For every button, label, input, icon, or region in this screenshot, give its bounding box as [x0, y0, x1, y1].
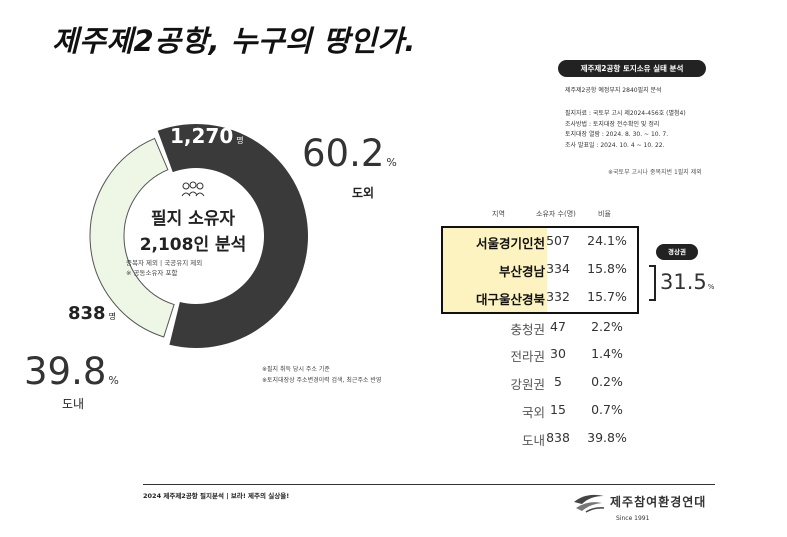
center-note: 중복자 제외 | 국공유지 제외 ※ 공동소유자 포함 [126, 258, 276, 278]
table-row: 국외 15 0.7% [441, 402, 641, 423]
donut-segment-inside [89, 137, 175, 338]
table-header-region: 지역 [492, 210, 505, 218]
table-row: 부산경남 334 15.8% [441, 261, 641, 282]
org-since: Since 1991 [616, 515, 650, 522]
panel-info-line: 조사방법 : 토지대장 전수확인 및 정리 [565, 120, 660, 128]
gyeongsang-percent: 31.5% [660, 270, 714, 294]
table-row: 전라권 30 1.4% [441, 346, 641, 367]
row-region: 부산경남 [498, 264, 545, 279]
row-count: 15 [550, 402, 566, 417]
gyeongsang-percent-value: 31.5 [660, 270, 707, 294]
row-region: 도내 [521, 433, 545, 448]
row-count: 332 [546, 289, 570, 304]
row-region: 서울경기인천 [475, 236, 545, 251]
footer-divider [143, 484, 715, 485]
inside-region-label: 도내 [62, 397, 85, 411]
panel-title-badge: 제주제2공항 토지소유 실태 분석 [558, 60, 706, 77]
panel-subtitle: 제주제2공항 예정부지 2840필지 분석 [565, 87, 662, 94]
row-count: 5 [554, 374, 562, 389]
outside-percent: 60.2% [302, 132, 397, 175]
table-header-count: 소유자 수(명) [536, 210, 576, 218]
table-header-ratio: 비율 [598, 210, 611, 218]
row-region: 충청권 [510, 322, 545, 337]
row-ratio: 0.2% [591, 374, 623, 389]
row-count: 47 [550, 319, 566, 334]
donut-note-2: ※토지대장상 주소변경이력 검색, 최근주소 반영 [262, 377, 382, 384]
table-row: 서울경기인천 507 24.1% [441, 233, 641, 254]
gyeongsang-percent-unit: % [707, 283, 715, 291]
page-title: 제주제2공항, 누구의 땅인가. [52, 24, 416, 58]
row-region: 국외 [521, 405, 545, 420]
outside-percent-unit: % [386, 156, 397, 169]
row-region: 대구울산경북 [475, 292, 545, 307]
table-row: 도내 838 39.8% [441, 430, 641, 451]
table-row: 충청권 47 2.2% [441, 319, 641, 340]
panel-info-line: 필지자료 : 국토부 고시 제2024-456호 (별첨4) [565, 110, 686, 117]
gyeongsang-badge: 경상권 [656, 244, 698, 260]
row-ratio: 15.8% [587, 261, 627, 276]
center-subtitle: 2,108인 분석 [139, 235, 247, 255]
inside-count-value: 838 [68, 303, 106, 324]
outside-count-label: 1,270 명 [170, 124, 244, 148]
donut-notes: ※필지 취득 당시 주소 기준 ※토지대장상 주소변경이력 검색, 최근주소 반… [262, 364, 381, 386]
row-region: 전라권 [510, 349, 545, 364]
inside-percent-value: 39.8 [24, 350, 107, 393]
panel-info-line: 조사 발표일 : 2024. 10. 4 ~ 10. 22. [565, 141, 665, 149]
row-ratio: 2.2% [591, 319, 623, 334]
outside-region-label: 도외 [352, 186, 375, 200]
center-note-line-1: 중복자 제외 | 국공유지 제외 [126, 259, 203, 267]
outside-count-value: 1,270 [170, 124, 234, 148]
row-count: 30 [550, 346, 566, 361]
row-ratio: 39.8% [587, 430, 627, 445]
center-note-line-2: ※ 공동소유자 포함 [126, 269, 178, 277]
org-logo-icon [574, 494, 605, 513]
inside-percent-unit: % [108, 374, 119, 387]
footer-text: 2024 제주제2공항 필지분석 | 보라! 제주의 실상을! [143, 492, 290, 500]
inside-percent: 39.8% [24, 350, 119, 393]
donut-note-1: ※필지 취득 당시 주소 기준 [262, 366, 330, 373]
row-count: 334 [546, 261, 570, 276]
row-count: 838 [546, 430, 570, 445]
outside-count-unit: 명 [236, 136, 244, 145]
inside-count-label: 838 명 [68, 303, 116, 324]
inside-count-unit: 명 [108, 312, 116, 321]
donut-segment-outside [157, 124, 308, 348]
row-ratio: 0.7% [591, 402, 623, 417]
row-ratio: 24.1% [587, 233, 627, 248]
panel-info-lines: 필지자료 : 국토부 고시 제2024-456호 (별첨4) 조사방법 : 토지… [565, 109, 686, 151]
org-name: 제주참여환경연대 [610, 495, 707, 509]
highlight-box [441, 226, 639, 314]
row-ratio: 1.4% [591, 346, 623, 361]
panel-info-line: 토지대장 열람 : 2024. 8. 30. ~ 10. 7. [565, 131, 669, 138]
table-row: 강원권 5 0.2% [441, 374, 641, 395]
outside-percent-value: 60.2 [302, 132, 385, 175]
panel-footnote: ※국토부 고시나 중복지번 1필지 제외 [608, 169, 702, 176]
bracket [649, 265, 656, 301]
row-count: 507 [546, 233, 570, 248]
table-row: 대구울산경북 332 15.7% [441, 289, 641, 310]
row-region: 강원권 [510, 377, 545, 392]
center-title: 필지 소유자 [150, 209, 236, 229]
highlight-fill [443, 228, 547, 312]
row-ratio: 15.7% [587, 289, 627, 304]
people-icon [181, 181, 205, 197]
